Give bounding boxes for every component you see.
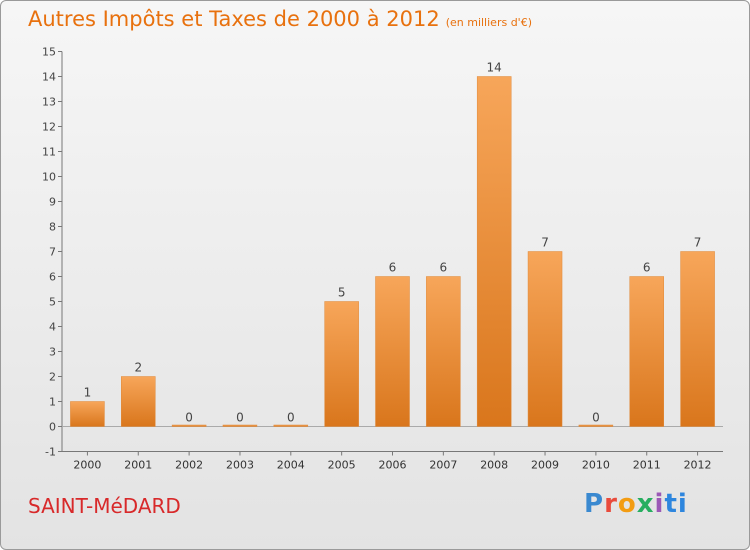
y-tick-label: 10 — [42, 171, 56, 184]
data-label: 14 — [487, 61, 502, 75]
chart-title-text: Autres Impôts et Taxes de 2000 à 2012 — [28, 7, 440, 31]
bar — [121, 376, 156, 427]
brand-logo: Proxiti — [584, 489, 688, 519]
data-label: 0 — [592, 411, 600, 425]
data-label: 0 — [287, 411, 295, 425]
y-tick-label: 5 — [49, 296, 56, 309]
data-label: 2 — [134, 361, 142, 375]
data-label: 5 — [338, 286, 346, 300]
bar — [426, 276, 461, 427]
bars: 1 2 0 0 0 5 6 6 14 7 0 6 7 — [70, 61, 715, 427]
y-tick-label: -1 — [45, 446, 56, 459]
data-label: 6 — [643, 261, 651, 275]
x-tick-label: 2012 — [684, 459, 712, 472]
data-label: 6 — [440, 261, 448, 275]
data-label: 0 — [236, 411, 244, 425]
chart-title: Autres Impôts et Taxes de 2000 à 2012 (en… — [28, 7, 532, 31]
y-tick-label: 0 — [49, 421, 56, 434]
y-tick-label: 7 — [49, 246, 56, 259]
y-tick-label: 14 — [42, 71, 56, 84]
data-label: 0 — [185, 411, 193, 425]
y-tick-label: 4 — [49, 321, 56, 334]
data-label: 1 — [84, 386, 92, 400]
x-tick-label: 2004 — [277, 459, 305, 472]
x-tick-label: 2006 — [379, 459, 407, 472]
x-tick-label: 2007 — [429, 459, 457, 472]
x-tick-label: 2005 — [328, 459, 356, 472]
bar — [629, 276, 664, 427]
data-label: 7 — [541, 236, 549, 250]
bar — [324, 301, 359, 427]
bar — [476, 76, 512, 427]
data-label: 6 — [389, 261, 397, 275]
bar — [273, 424, 309, 427]
y-tick-label: 8 — [49, 221, 56, 234]
y-tick-label: 1 — [49, 396, 56, 409]
bar — [680, 251, 715, 427]
bar — [171, 424, 207, 427]
y-tick-label: 9 — [49, 196, 56, 209]
y-tick-label: 12 — [42, 121, 56, 134]
x-tick-label: 2003 — [226, 459, 254, 472]
x-tick-label: 2011 — [633, 459, 661, 472]
bar — [222, 424, 258, 427]
y-tick-label: 15 — [42, 46, 56, 59]
bar — [375, 276, 410, 427]
y-tick-label: 11 — [42, 146, 56, 159]
y-tick-label: 13 — [42, 96, 56, 109]
y-tick-label: 3 — [49, 346, 56, 359]
x-tick-label: 2008 — [480, 459, 508, 472]
bar — [527, 251, 563, 427]
x-tick-label: 2010 — [582, 459, 610, 472]
x-tick-label: 2009 — [531, 459, 559, 472]
bar — [578, 424, 614, 427]
y-tick-label: 2 — [49, 371, 56, 384]
place-name: SAINT-MéDARD — [28, 494, 181, 518]
x-tick-label: 2001 — [124, 459, 152, 472]
y-tick-label: 6 — [49, 271, 56, 284]
data-label: 7 — [694, 236, 702, 250]
chart-subtitle: (en milliers d'€) — [445, 16, 532, 29]
x-tick-label: 2000 — [73, 459, 101, 472]
x-tick-label: 2002 — [175, 459, 203, 472]
bar — [70, 401, 105, 427]
